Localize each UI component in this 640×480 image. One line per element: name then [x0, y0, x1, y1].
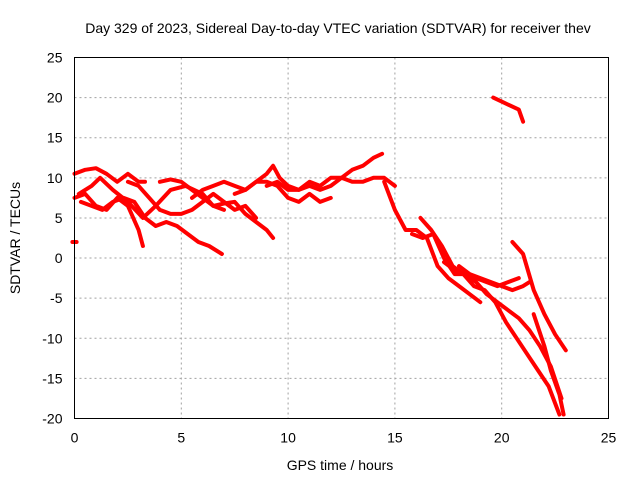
series-arc-15: [457, 264, 532, 293]
series-arc-8: [190, 179, 333, 204]
series-arc-16: [491, 95, 526, 124]
chart-title: Day 329 of 2023, Sidereal Day-to-day VTE…: [85, 20, 591, 36]
series-arc-10: [264, 175, 397, 192]
y-tick-label: -20: [42, 411, 62, 427]
series-group: [70, 95, 568, 417]
y-tick-label: 10: [47, 170, 63, 186]
y-tick-label: 0: [55, 250, 63, 266]
y-tick-label: 5: [55, 210, 63, 226]
y-tick-label: 20: [47, 90, 63, 106]
series-arc-17: [510, 240, 568, 353]
series-arc-9: [232, 151, 385, 196]
x-tick-label: 10: [280, 430, 296, 446]
series-arc-5: [78, 195, 224, 256]
y-tick-label: -5: [50, 290, 63, 306]
series-arc-11: [382, 179, 483, 305]
x-tick-label: 0: [71, 430, 79, 446]
series-arc-13: [418, 215, 562, 417]
x-tick-label: 20: [494, 430, 510, 446]
series-arc-6: [125, 179, 259, 220]
plot-frame: [74, 57, 609, 419]
grid: [74, 57, 609, 419]
series-arc-4: [76, 175, 226, 220]
series-arc-7: [157, 177, 276, 240]
tick-labels: 0 5 10 15 20 25 25 20 15 10 5 0 -5 -10 -15 -20: [42, 50, 616, 446]
x-tick-label: 25: [601, 430, 617, 446]
y-axis-label: SDTVAR / TECUs: [7, 182, 23, 294]
x-tick-label: 5: [177, 430, 185, 446]
x-tick-label: 15: [387, 430, 403, 446]
y-tick-label: 15: [47, 130, 63, 146]
y-tick-label: 25: [47, 50, 63, 66]
series-arc-2: [72, 166, 147, 184]
y-tick-label: -15: [42, 370, 62, 386]
y-tick-label: -10: [42, 330, 62, 346]
x-axis-label: GPS time / hours: [287, 457, 394, 473]
series-arc-18: [531, 312, 566, 417]
